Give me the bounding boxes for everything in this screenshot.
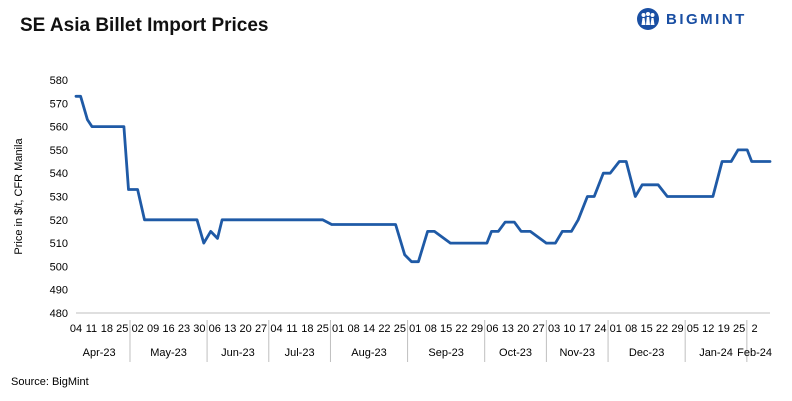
x-tick-label: 20 — [240, 323, 252, 335]
bigmint-logo-icon — [637, 8, 659, 30]
month-label: Jan-24 — [699, 347, 733, 359]
x-tick-label: 22 — [656, 323, 668, 335]
y-tick-label: 490 — [50, 285, 68, 297]
x-tick-label: 13 — [502, 323, 514, 335]
x-tick-label: 03 — [548, 323, 560, 335]
x-tick-label: 10 — [563, 323, 575, 335]
x-tick-label: 08 — [625, 323, 637, 335]
x-tick-label: 17 — [579, 323, 591, 335]
x-tick-label: 01 — [409, 323, 421, 335]
x-tick-label: 18 — [301, 323, 313, 335]
x-tick-label: 22 — [378, 323, 390, 335]
x-tick-label: 25 — [317, 323, 329, 335]
y-axis-label: Price in $/t, CFR Manila — [13, 138, 25, 255]
month-label: May-23 — [150, 347, 187, 359]
month-label: Dec-23 — [629, 347, 664, 359]
x-tick-label: 15 — [440, 323, 452, 335]
x-tick-label: 24 — [594, 323, 606, 335]
x-tick-label: 01 — [610, 323, 622, 335]
x-tick-label: 30 — [193, 323, 205, 335]
x-tick-label: 11 — [86, 323, 97, 335]
y-tick-label: 480 — [50, 308, 68, 320]
x-tick-label: 27 — [255, 323, 267, 335]
price-series-line — [74, 94, 772, 264]
month-label: Oct-23 — [499, 347, 532, 359]
x-tick-label: 06 — [209, 323, 221, 335]
month-label: Jul-23 — [285, 347, 315, 359]
y-tick-label: 540 — [50, 168, 68, 180]
x-tick-label: 11 — [286, 323, 297, 335]
y-tick-label: 580 — [50, 75, 68, 87]
x-tick-label: 04 — [70, 323, 82, 335]
x-tick-label: 02 — [132, 323, 144, 335]
x-tick-label: 22 — [455, 323, 467, 335]
x-tick-label: 29 — [671, 323, 683, 335]
logo-text: BIGMINT — [666, 10, 747, 28]
y-tick-label: 550 — [50, 145, 68, 157]
x-tick-label: 04 — [270, 323, 282, 335]
x-tick-label: 18 — [101, 323, 113, 335]
x-tick-label: 09 — [147, 323, 159, 335]
x-tick-label: 05 — [687, 323, 699, 335]
y-tick-label: 570 — [50, 98, 68, 110]
x-tick-label: 25 — [733, 323, 745, 335]
x-tick-label: 08 — [425, 323, 437, 335]
month-label: Nov-23 — [559, 347, 594, 359]
month-label: Aug-23 — [351, 347, 386, 359]
y-tick-label: 510 — [50, 238, 68, 250]
x-tick-label: 16 — [162, 323, 174, 335]
x-tick-label: 13 — [224, 323, 236, 335]
y-tick-label: 530 — [50, 192, 68, 204]
x-tick-label: 19 — [718, 323, 730, 335]
x-tick-label: 20 — [517, 323, 529, 335]
x-tick-label: 15 — [640, 323, 652, 335]
x-tick-label: 23 — [178, 323, 190, 335]
x-tick-label: 01 — [332, 323, 344, 335]
source-note: Source: BigMint — [11, 376, 89, 388]
x-tick-label: 25 — [116, 323, 128, 335]
y-tick-label: 560 — [50, 122, 68, 134]
y-tick-label: 520 — [50, 215, 68, 227]
x-tick-label: 29 — [471, 323, 483, 335]
chart-title: SE Asia Billet Import Prices — [20, 15, 269, 36]
x-tick-label: 12 — [702, 323, 714, 335]
month-label: Sep-23 — [428, 347, 463, 359]
brand-logo: BIGMINT — [636, 7, 747, 31]
y-tick-label: 500 — [50, 261, 68, 273]
x-tick-label: 27 — [533, 323, 545, 335]
x-tick-label: 06 — [486, 323, 498, 335]
month-label: Apr-23 — [83, 347, 116, 359]
x-tick-label: 2 — [752, 323, 758, 335]
x-tick-label: 25 — [394, 323, 406, 335]
month-label: Jun-23 — [221, 347, 255, 359]
month-label: Feb-24 — [737, 347, 772, 359]
x-tick-label: 14 — [363, 323, 375, 335]
x-tick-label: 08 — [347, 323, 359, 335]
